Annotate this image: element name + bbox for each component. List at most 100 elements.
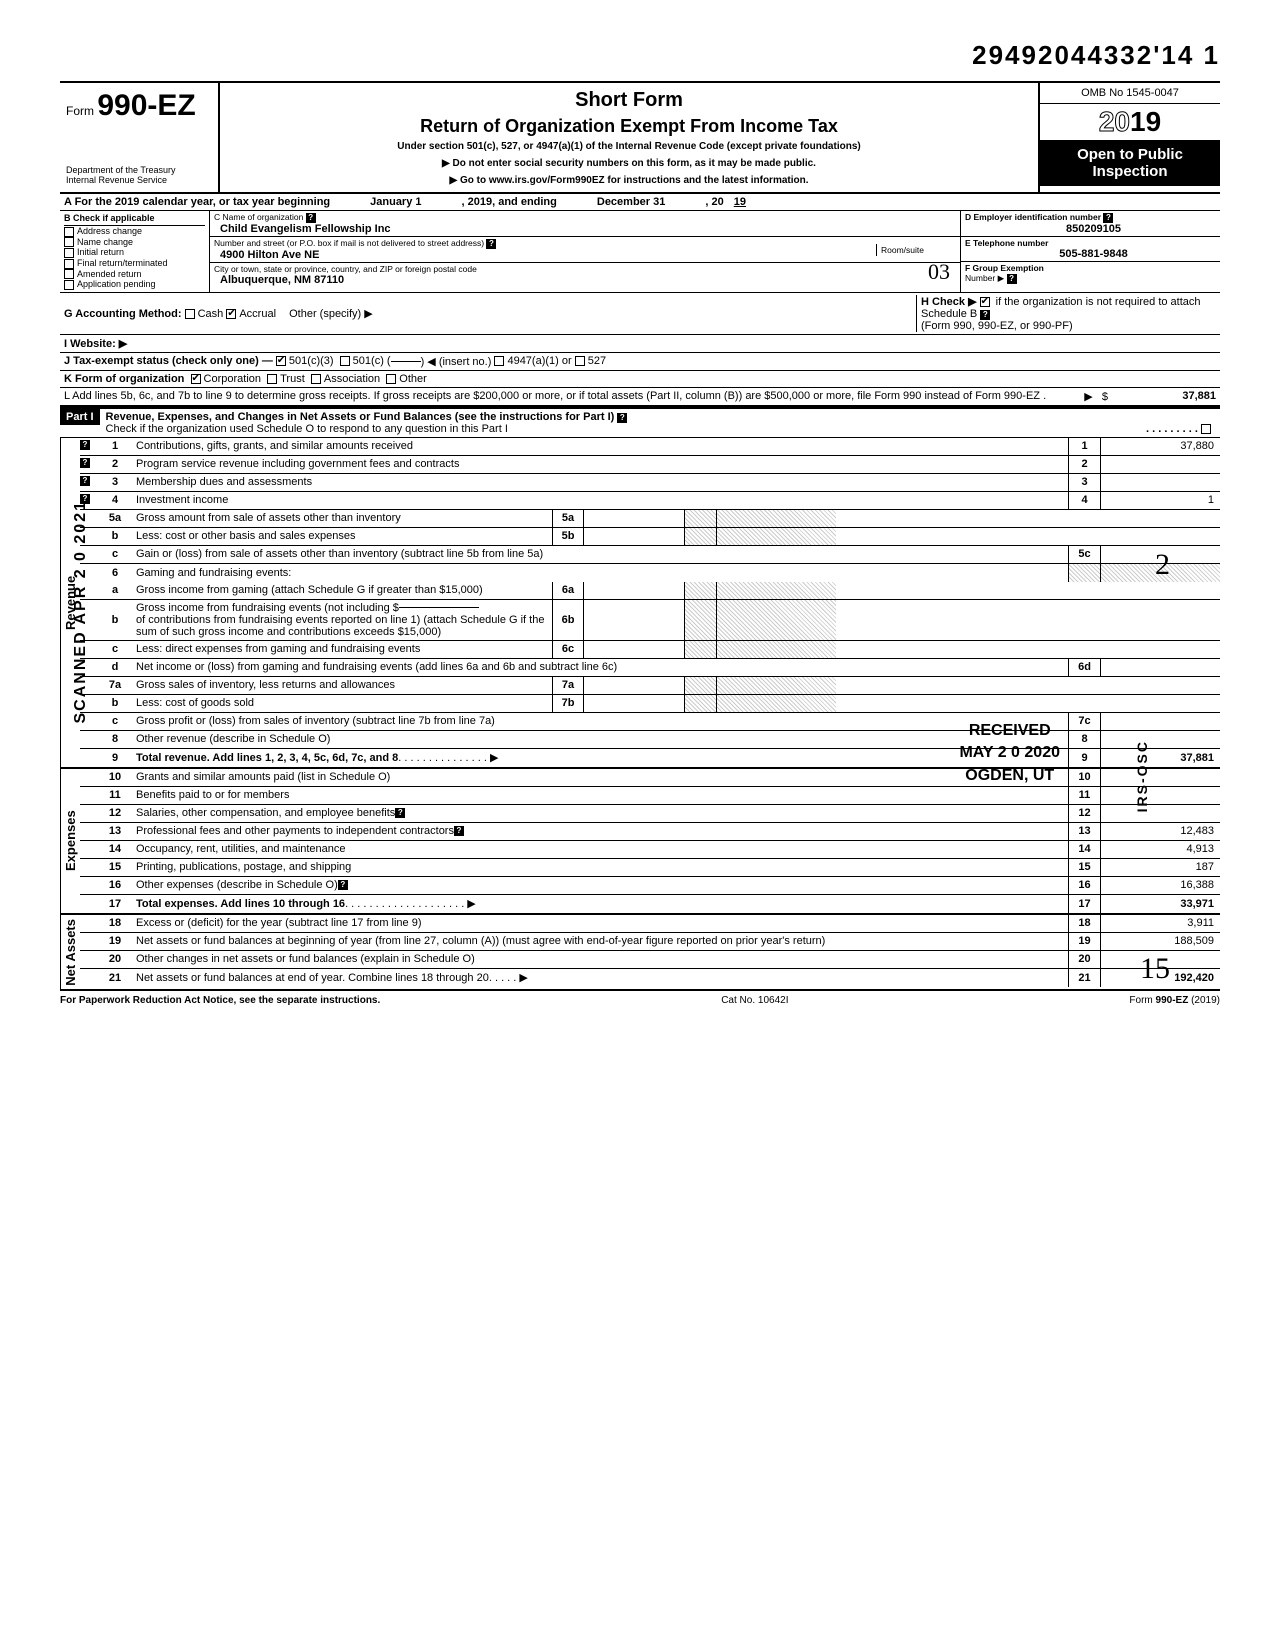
sub-no: 5b: [552, 528, 584, 545]
line-2: ? 2 Program service revenue including go…: [80, 456, 1220, 474]
chk-h[interactable]: [980, 297, 990, 307]
line-box-no: 15: [1068, 859, 1100, 876]
line-no: 10: [98, 769, 132, 786]
chk-4947[interactable]: [494, 356, 504, 366]
line-text: Net assets or fund balances at beginning…: [136, 935, 825, 947]
chk-schedo[interactable]: [1201, 424, 1211, 434]
help-icon[interactable]: ?: [980, 310, 990, 320]
form-container: { "doc_number": "29492044332'14 1", "for…: [60, 40, 1220, 1006]
shade: [716, 677, 836, 694]
sub-no: 6b: [552, 600, 584, 640]
line-val: 187: [1100, 859, 1220, 876]
c-city-lbl: City or town, state or province, country…: [214, 264, 477, 274]
help-icon[interactable]: ?: [80, 458, 90, 468]
line-text-2: of contributions from fundraising events…: [136, 614, 548, 638]
footer-mid: Cat No. 10642I: [721, 995, 788, 1006]
chk-assoc[interactable]: [311, 374, 321, 384]
line-box-no: 10: [1068, 769, 1100, 786]
footer-left: For Paperwork Reduction Act Notice, see …: [60, 995, 380, 1006]
chk-final[interactable]: Final return/terminated: [64, 258, 205, 269]
line-text: Program service revenue including govern…: [136, 458, 459, 470]
help-icon[interactable]: ?: [454, 826, 464, 836]
line-text: Investment income: [136, 494, 228, 506]
line-11: 11 Benefits paid to or for members 11: [80, 787, 1220, 805]
line-box-no: 4: [1068, 492, 1100, 509]
chk-other[interactable]: [386, 374, 396, 384]
line-text: Total revenue. Add lines 1, 2, 3, 4, 5c,…: [136, 752, 398, 764]
line-text: Professional fees and other payments to …: [136, 825, 454, 837]
shade: [716, 641, 836, 658]
row-a-period: A For the 2019 calendar year, or tax yea…: [60, 194, 1220, 211]
form-number-big: 990-EZ: [97, 89, 195, 122]
help-icon[interactable]: ?: [1103, 213, 1113, 223]
help-icon[interactable]: ?: [80, 440, 90, 450]
line-box-no: 5c: [1068, 546, 1100, 563]
help-icon[interactable]: ?: [486, 239, 496, 249]
row-j: J Tax-exempt status (check only one) — 5…: [60, 353, 1220, 371]
line-val: 37,881: [1100, 749, 1220, 767]
chk-cash[interactable]: [185, 309, 195, 319]
line-val: 4,913: [1100, 841, 1220, 858]
form-header: Form 990-EZ Department of the Treasury I…: [60, 81, 1220, 194]
line-no: b: [98, 600, 132, 640]
row-l: L Add lines 5b, 6c, and 7b to line 9 to …: [60, 388, 1220, 407]
chk-amended[interactable]: Amended return: [64, 269, 205, 280]
footer: For Paperwork Reduction Act Notice, see …: [60, 991, 1220, 1006]
sub-no: 6a: [552, 582, 584, 599]
f-lbl: F Group Exemption: [965, 263, 1044, 273]
part1-label: Part I: [60, 409, 100, 425]
year-suffix: 19: [1130, 106, 1161, 137]
b-header: B Check if applicable: [64, 213, 205, 226]
line-text: Gross sales of inventory, less returns a…: [136, 679, 395, 691]
chk-501c3[interactable]: [276, 356, 286, 366]
b-item-2: Initial return: [77, 247, 124, 257]
chk-name[interactable]: Name change: [64, 237, 205, 248]
help-icon[interactable]: ?: [1007, 274, 1017, 284]
line-text: Total expenses. Add lines 10 through 16: [136, 898, 345, 910]
b-item-0: Address change: [77, 226, 142, 236]
line-no: c: [98, 713, 132, 730]
line-no: 5a: [98, 510, 132, 527]
line-val: 16,388: [1100, 877, 1220, 894]
help-icon[interactable]: ?: [617, 413, 627, 423]
line-text: Gross income from fundraising events (no…: [136, 602, 399, 614]
line-box-no: 16: [1068, 877, 1100, 894]
help-icon[interactable]: ?: [395, 808, 405, 818]
row-k: K Form of organization Corporation Trust…: [60, 371, 1220, 388]
line-5a: 5a Gross amount from sale of assets othe…: [80, 510, 1220, 528]
line-text: Gaming and fundraising events:: [136, 567, 291, 579]
line-text: Salaries, other compensation, and employ…: [136, 807, 395, 819]
help-icon[interactable]: ?: [80, 476, 90, 486]
shade: [684, 695, 716, 712]
line-text: Contributions, gifts, grants, and simila…: [136, 440, 413, 452]
help-icon[interactable]: ?: [338, 880, 348, 890]
line-no: 2: [98, 456, 132, 473]
line-no: c: [98, 641, 132, 658]
shade: [684, 582, 716, 599]
period-yr: 19: [734, 196, 746, 208]
line-val: 1: [1100, 492, 1220, 509]
line-val: 188,509: [1100, 933, 1220, 950]
chk-address[interactable]: Address change: [64, 226, 205, 237]
line-no: 17: [98, 895, 132, 913]
line-no: 3: [98, 474, 132, 491]
omb-number: OMB No 1545-0047: [1040, 83, 1220, 104]
chk-501c[interactable]: [340, 356, 350, 366]
chk-trust[interactable]: [267, 374, 277, 384]
chk-527[interactable]: [575, 356, 585, 366]
chk-corp[interactable]: [191, 374, 201, 384]
g-lbl: G Accounting Method:: [64, 308, 182, 320]
line-val: [1100, 787, 1220, 804]
shade: [716, 510, 836, 527]
chk-initial[interactable]: Initial return: [64, 247, 205, 258]
chk-accrual[interactable]: [226, 309, 236, 319]
line-val: 33,971: [1100, 895, 1220, 913]
line-text: Net assets or fund balances at end of ye…: [136, 972, 489, 984]
chk-pending[interactable]: Application pending: [64, 279, 205, 290]
help-icon[interactable]: ?: [306, 213, 316, 223]
sub-val: [584, 677, 684, 694]
line-val: [1100, 805, 1220, 822]
expenses-side-label: Expenses: [60, 769, 80, 913]
line-no: b: [98, 528, 132, 545]
stamp-side: IRS-OSC: [1134, 740, 1150, 812]
